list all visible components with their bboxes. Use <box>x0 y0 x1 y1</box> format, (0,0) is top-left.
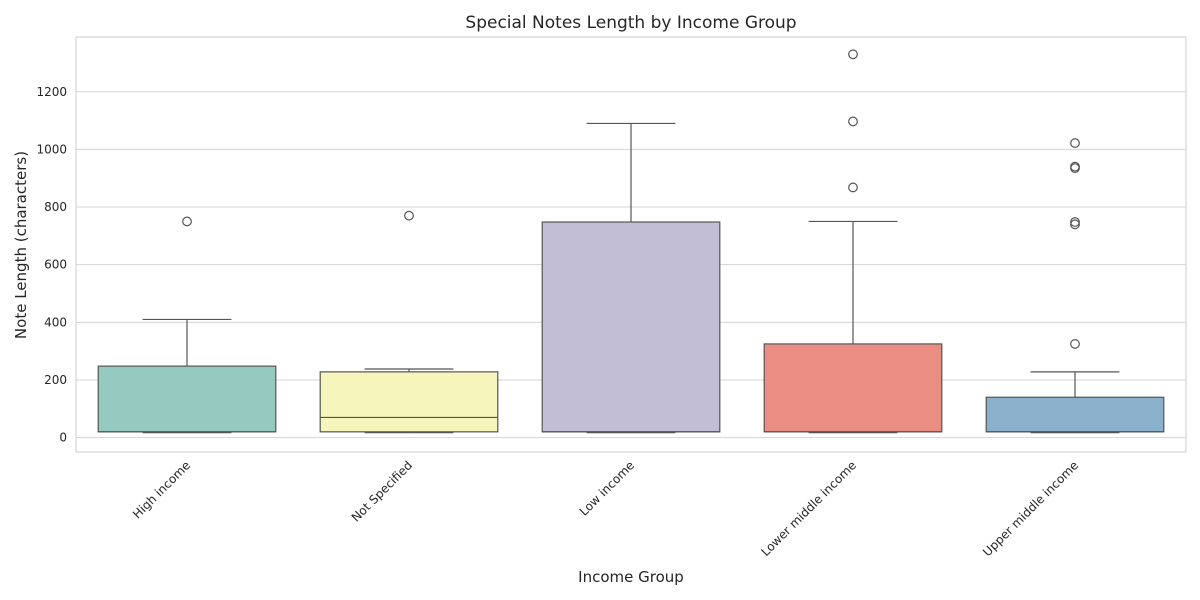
box-group <box>97 216 277 434</box>
outlier-point <box>1070 217 1080 227</box>
outlier-point <box>404 210 414 221</box>
outlier-point <box>182 216 192 227</box>
y-tick-label: 1200 <box>36 85 67 99</box>
x-tick-label: Lower middle income <box>758 458 859 559</box>
y-tick-label: 600 <box>44 258 67 272</box>
chart-title: Special Notes Length by Income Group <box>465 13 796 33</box>
y-tick-label: 0 <box>59 431 67 445</box>
x-axis-label: Income Group <box>578 568 684 586</box>
iqr-box <box>97 365 277 433</box>
y-tick-label: 400 <box>44 315 67 329</box>
iqr-box <box>763 343 943 433</box>
outlier-point <box>848 182 858 193</box>
outlier-point <box>848 49 858 60</box>
x-tick-label: Upper middle income <box>980 458 1081 559</box>
iqr-box <box>985 396 1165 433</box>
box-group <box>319 210 499 434</box>
y-axis-label: Note Length (characters) <box>12 151 30 339</box>
box-group <box>541 122 721 434</box>
y-axis-ticks: 0 200 400 600 800 1000 1200 <box>36 85 67 445</box>
outlier-point <box>1070 161 1080 172</box>
boxes-layer <box>97 49 1165 434</box>
box-group <box>763 49 943 434</box>
outlier-point <box>848 116 858 127</box>
iqr-box <box>319 371 499 433</box>
outlier-point <box>1070 339 1080 349</box>
y-tick-label: 200 <box>44 373 67 387</box>
plot-frame <box>75 36 1187 453</box>
x-tick-label: Low income <box>577 458 637 518</box>
y-tick-label: 800 <box>44 200 67 214</box>
box-group <box>985 138 1165 434</box>
y-tick-label: 1000 <box>36 142 67 156</box>
outlier-point <box>1070 138 1080 148</box>
x-tick-label: Not Specified <box>349 458 415 524</box>
x-tick-label: High income <box>130 458 193 521</box>
x-axis-ticks: High income Not Specified Low income Lower … <box>130 458 1081 559</box>
iqr-box <box>541 221 721 433</box>
